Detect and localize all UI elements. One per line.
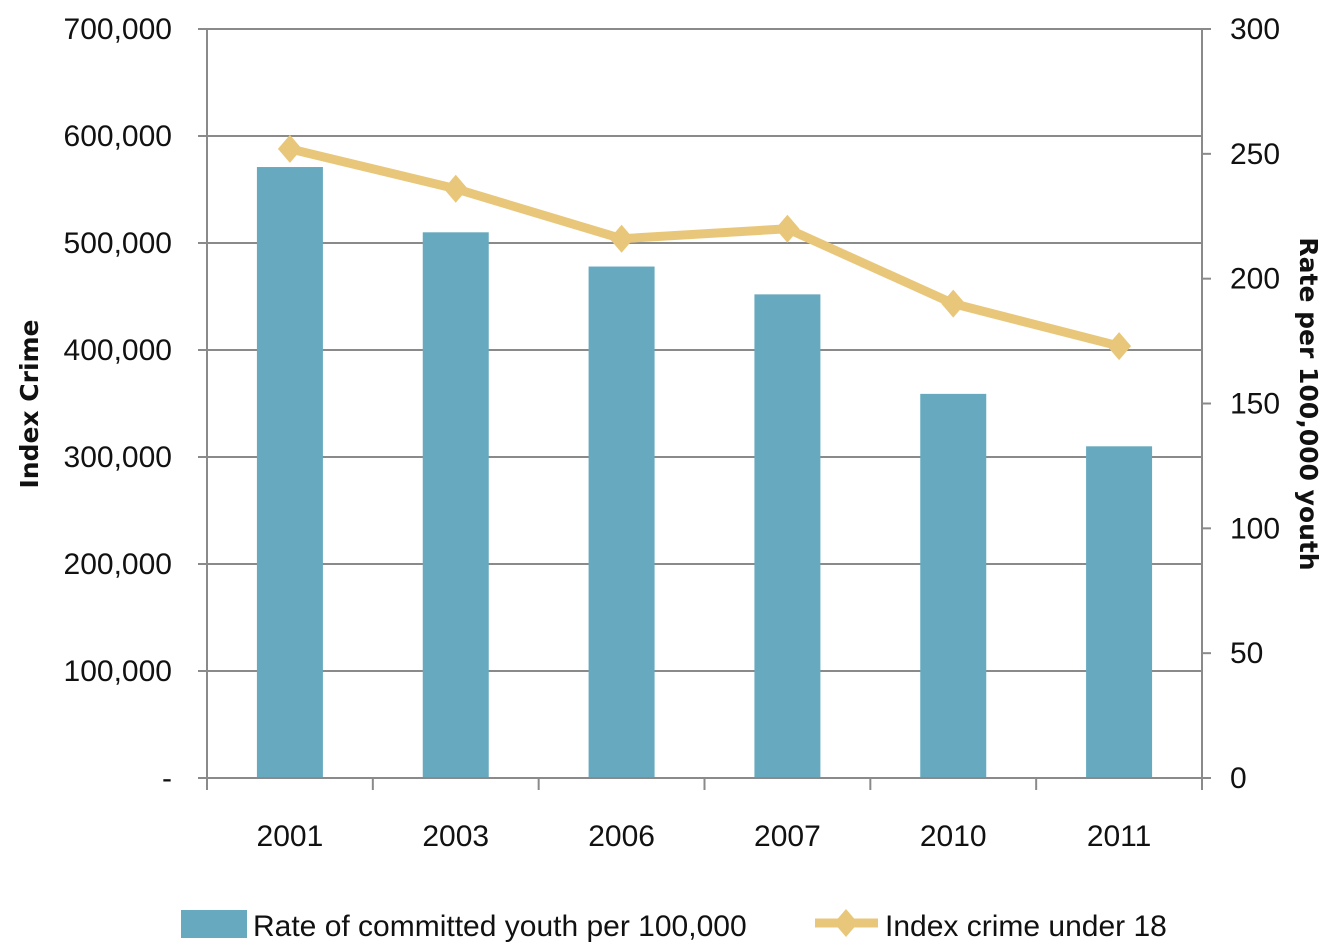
x-tick-label: 2006 [588,820,655,853]
right-tick-label: 100 [1230,512,1280,545]
legend-label-line: Index crime under 18 [885,910,1167,943]
legend-swatch-marker [834,909,858,937]
bar [422,232,489,779]
right-axis-title: Rate per 100,000 youth [1294,237,1323,570]
right-tick-label: 300 [1230,13,1280,46]
bar [588,266,655,778]
left-axis-ticks: - 100,000 200,000 300,000 400,000 500,000 600,… [64,13,172,795]
x-tick-label: 2010 [920,820,987,853]
line-series [277,134,1132,361]
bar-series [256,167,1153,779]
bar [256,167,323,778]
bar [920,393,987,778]
x-tick-label: 2007 [754,820,821,853]
left-tick-label: 500,000 [64,227,172,260]
x-tick-label: 2011 [1087,820,1152,853]
line-path [285,144,1124,351]
line-point [277,134,302,163]
left-tick-label: 200,000 [64,548,172,581]
bar [1086,446,1153,778]
bar [754,294,821,778]
line-point [443,174,468,203]
right-tick-label: 150 [1230,388,1280,421]
right-tick-label: 0 [1230,762,1247,795]
legend: Rate of committed youth per 100,000 Inde… [181,909,1167,943]
gridlines [207,28,1202,672]
left-tick-label: 100,000 [64,655,172,688]
line-point [609,224,634,253]
left-tick-label: 400,000 [64,334,172,367]
legend-label-bars: Rate of committed youth per 100,000 [253,910,747,943]
line-point [941,289,966,318]
left-tick-label: 300,000 [64,441,172,474]
right-tick-label: 250 [1230,138,1280,171]
right-tick-label: 50 [1230,637,1263,670]
line-point [1107,332,1132,361]
axes [198,28,1211,790]
line-point [775,214,800,243]
x-axis-ticks: 2001 2003 2006 2007 2010 2011 [257,820,1152,853]
right-tick-label: 200 [1230,263,1280,296]
right-axis-ticks: 0 50 100 150 200 250 300 [1230,13,1280,795]
left-tick-label: - [162,762,172,795]
x-tick-label: 2003 [422,820,489,853]
legend-swatch-bars [181,910,247,938]
x-tick-label: 2001 [257,820,324,853]
left-tick-label: 600,000 [64,120,172,153]
left-tick-label: 700,000 [64,13,172,46]
left-axis-title: Index Crime [15,319,44,488]
